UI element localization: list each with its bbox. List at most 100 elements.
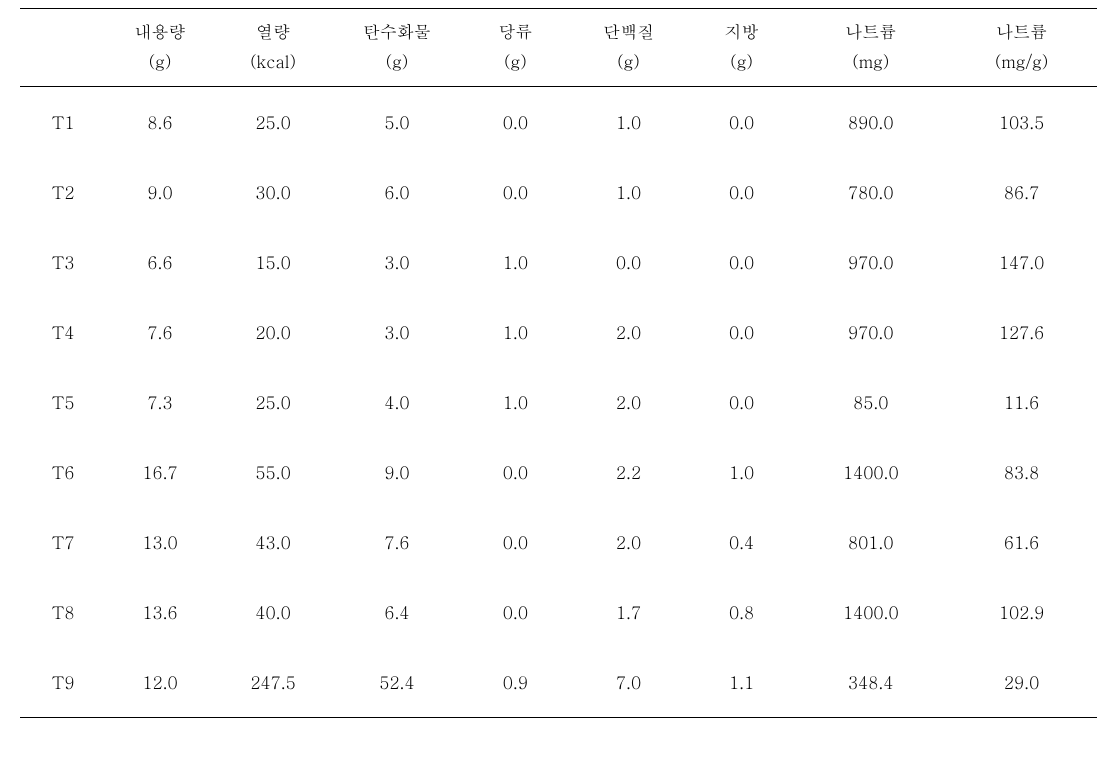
data-cell: 13.6 bbox=[106, 577, 214, 647]
data-cell: 1.0 bbox=[569, 157, 687, 227]
row-id-cell: T2 bbox=[20, 157, 106, 227]
data-cell: 0.8 bbox=[688, 577, 796, 647]
row-id-cell: T6 bbox=[20, 437, 106, 507]
column-header-4: 당류(g) bbox=[462, 9, 570, 87]
data-cell: 0.0 bbox=[462, 577, 570, 647]
data-cell: 0.0 bbox=[462, 157, 570, 227]
data-cell: 13.0 bbox=[106, 507, 214, 577]
data-cell: 1.0 bbox=[569, 87, 687, 158]
data-cell: 2.0 bbox=[569, 367, 687, 437]
data-cell: 2.2 bbox=[569, 437, 687, 507]
table-header: 내용량(g)열량(kcal)탄수화물(g)당류(g)단백질(g)지방(g)나트륨… bbox=[20, 9, 1097, 87]
table-row: T616.755.09.00.02.21.01400.083.8 bbox=[20, 437, 1097, 507]
data-cell: 102.9 bbox=[946, 577, 1097, 647]
data-cell: 890.0 bbox=[795, 87, 946, 158]
data-cell: 61.6 bbox=[946, 507, 1097, 577]
data-cell: 16.7 bbox=[106, 437, 214, 507]
column-unit: (mg/g) bbox=[950, 49, 1093, 75]
data-cell: 1.0 bbox=[688, 437, 796, 507]
column-label: 단백질 bbox=[573, 19, 683, 45]
data-cell: 20.0 bbox=[214, 297, 332, 367]
column-unit: (g) bbox=[110, 49, 210, 75]
table-row: T29.030.06.00.01.00.0780.086.7 bbox=[20, 157, 1097, 227]
data-cell: 25.0 bbox=[214, 367, 332, 437]
data-cell: 11.6 bbox=[946, 367, 1097, 437]
data-cell: 9.0 bbox=[332, 437, 461, 507]
column-unit: (g) bbox=[336, 49, 457, 75]
data-cell: 1.0 bbox=[462, 297, 570, 367]
data-cell: 8.6 bbox=[106, 87, 214, 158]
table-row: T57.325.04.01.02.00.085.011.6 bbox=[20, 367, 1097, 437]
table-body: T18.625.05.00.01.00.0890.0103.5T29.030.0… bbox=[20, 87, 1097, 718]
data-cell: 15.0 bbox=[214, 227, 332, 297]
row-id-cell: T1 bbox=[20, 87, 106, 158]
nutrition-table: 내용량(g)열량(kcal)탄수화물(g)당류(g)단백질(g)지방(g)나트륨… bbox=[20, 8, 1097, 718]
data-cell: 29.0 bbox=[946, 647, 1097, 718]
data-cell: 1.1 bbox=[688, 647, 796, 718]
data-cell: 43.0 bbox=[214, 507, 332, 577]
data-cell: 7.6 bbox=[332, 507, 461, 577]
data-cell: 247.5 bbox=[214, 647, 332, 718]
data-cell: 1400.0 bbox=[795, 437, 946, 507]
column-header-1: 내용량 (g) bbox=[106, 9, 214, 87]
data-cell: 3.0 bbox=[332, 297, 461, 367]
data-cell: 40.0 bbox=[214, 577, 332, 647]
column-label: 나트륨 bbox=[799, 19, 942, 45]
row-id-cell: T3 bbox=[20, 227, 106, 297]
data-cell: 1400.0 bbox=[795, 577, 946, 647]
row-id-cell: T8 bbox=[20, 577, 106, 647]
data-cell: 801.0 bbox=[795, 507, 946, 577]
data-cell: 83.8 bbox=[946, 437, 1097, 507]
data-cell: 0.0 bbox=[688, 227, 796, 297]
data-cell: 30.0 bbox=[214, 157, 332, 227]
column-unit: (g) bbox=[692, 49, 792, 75]
data-cell: 12.0 bbox=[106, 647, 214, 718]
data-cell: 6.0 bbox=[332, 157, 461, 227]
data-cell: 5.0 bbox=[332, 87, 461, 158]
row-id-cell: T7 bbox=[20, 507, 106, 577]
data-cell: 2.0 bbox=[569, 297, 687, 367]
data-cell: 0.0 bbox=[462, 437, 570, 507]
table-row: T813.640.06.40.01.70.81400.0102.9 bbox=[20, 577, 1097, 647]
row-id-cell: T4 bbox=[20, 297, 106, 367]
column-header-8: 나트륨 (mg/g) bbox=[946, 9, 1097, 87]
table-row: T18.625.05.00.01.00.0890.0103.5 bbox=[20, 87, 1097, 158]
column-header-0 bbox=[20, 9, 106, 87]
data-cell: 147.0 bbox=[946, 227, 1097, 297]
column-label: 내용량 bbox=[110, 19, 210, 45]
data-cell: 0.0 bbox=[688, 87, 796, 158]
data-cell: 7.3 bbox=[106, 367, 214, 437]
data-cell: 3.0 bbox=[332, 227, 461, 297]
data-cell: 6.4 bbox=[332, 577, 461, 647]
table-row: T912.0247.552.40.97.01.1348.429.0 bbox=[20, 647, 1097, 718]
data-cell: 0.0 bbox=[569, 227, 687, 297]
data-cell: 7.6 bbox=[106, 297, 214, 367]
data-cell: 55.0 bbox=[214, 437, 332, 507]
column-unit: (kcal) bbox=[218, 49, 328, 75]
data-cell: 970.0 bbox=[795, 297, 946, 367]
table-row: T36.615.03.01.00.00.0970.0147.0 bbox=[20, 227, 1097, 297]
column-header-5: 단백질 (g) bbox=[569, 9, 687, 87]
data-cell: 52.4 bbox=[332, 647, 461, 718]
column-label: 당류 bbox=[466, 19, 566, 45]
data-cell: 9.0 bbox=[106, 157, 214, 227]
row-id-cell: T9 bbox=[20, 647, 106, 718]
data-cell: 0.0 bbox=[688, 367, 796, 437]
data-cell: 0.0 bbox=[462, 507, 570, 577]
data-cell: 127.6 bbox=[946, 297, 1097, 367]
column-label: 열량 bbox=[218, 19, 328, 45]
data-cell: 348.4 bbox=[795, 647, 946, 718]
data-cell: 970.0 bbox=[795, 227, 946, 297]
column-unit: (g) bbox=[573, 49, 683, 75]
data-cell: 0.0 bbox=[688, 157, 796, 227]
column-header-3: 탄수화물(g) bbox=[332, 9, 461, 87]
column-unit: (mg) bbox=[799, 49, 942, 75]
data-cell: 2.0 bbox=[569, 507, 687, 577]
column-header-7: 나트륨 (mg) bbox=[795, 9, 946, 87]
data-cell: 103.5 bbox=[946, 87, 1097, 158]
data-cell: 4.0 bbox=[332, 367, 461, 437]
header-row: 내용량(g)열량(kcal)탄수화물(g)당류(g)단백질(g)지방(g)나트륨… bbox=[20, 9, 1097, 87]
data-cell: 25.0 bbox=[214, 87, 332, 158]
column-label: 나트륨 bbox=[950, 19, 1093, 45]
column-header-2: 열량 (kcal) bbox=[214, 9, 332, 87]
